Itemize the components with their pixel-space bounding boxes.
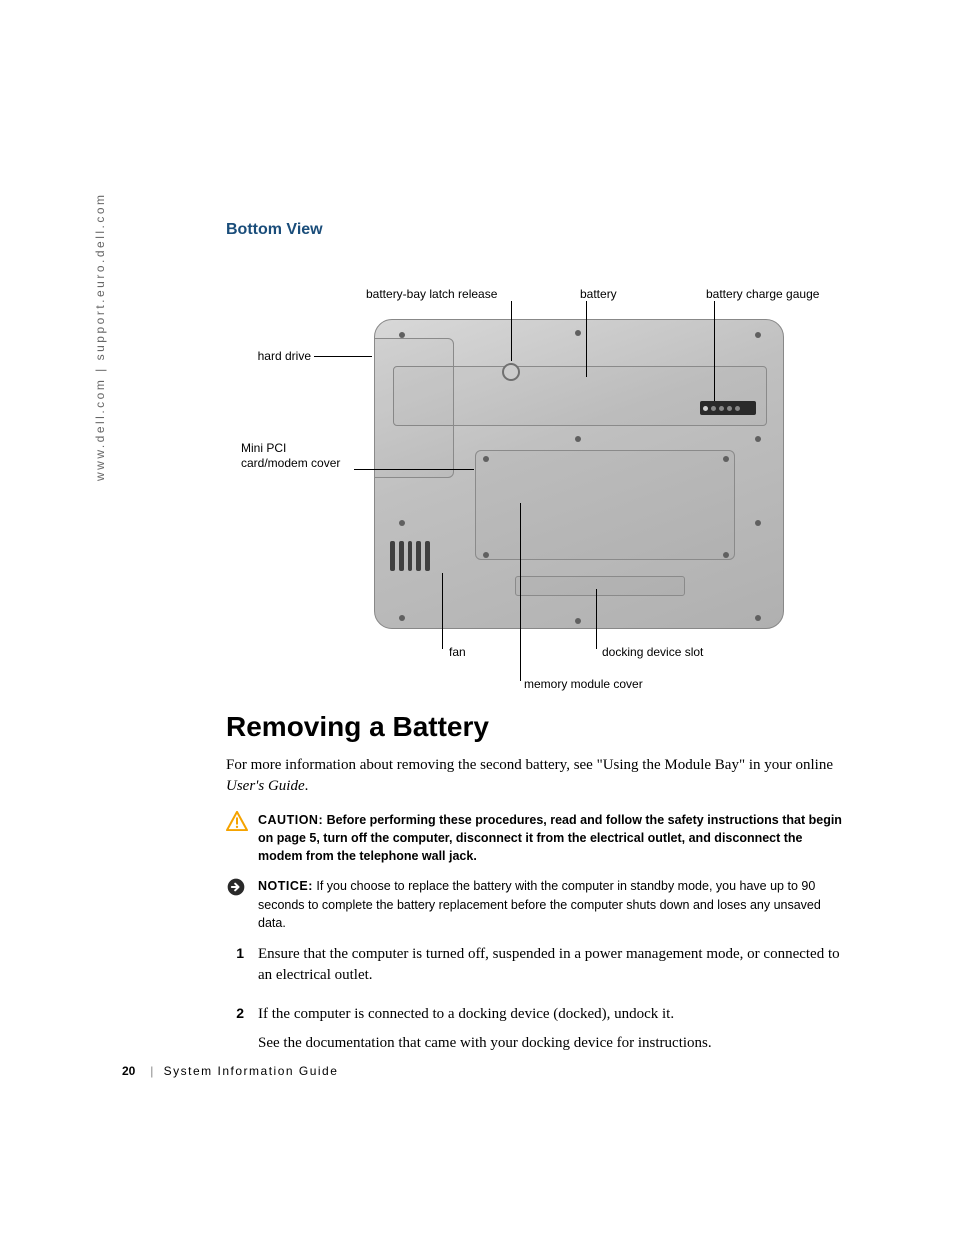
label-memory-module-cover: memory module cover (524, 677, 643, 692)
step-text: If the computer is connected to a dockin… (258, 1004, 846, 1025)
caution-body: Before performing these procedures, read… (258, 813, 842, 863)
screw-icon (399, 332, 405, 338)
step-body: Ensure that the computer is turned off, … (258, 944, 846, 994)
page-content: Bottom View (226, 221, 846, 1072)
charge-gauge-icon (700, 401, 756, 415)
screw-icon (755, 520, 761, 526)
screw-icon (575, 436, 581, 442)
label-docking-device-slot: docking device slot (602, 645, 703, 660)
leader-line (714, 301, 715, 401)
footer-title: System Information Guide (164, 1064, 339, 1078)
step-1: 1 Ensure that the computer is turned off… (226, 944, 846, 994)
leader-line (354, 469, 474, 470)
caution-text: CAUTION: Before performing these procedu… (258, 811, 846, 865)
memory-cover-panel (475, 450, 735, 560)
notice-icon (226, 877, 248, 897)
screw-icon (723, 552, 729, 558)
intro-tail: . (305, 778, 309, 794)
leader-line (511, 301, 512, 361)
label-mini-pci: Mini PCI card/modem cover (241, 441, 351, 471)
fan-grille-icon (390, 541, 430, 571)
notice-callout: NOTICE: If you choose to replace the bat… (226, 877, 846, 931)
section-heading: Bottom View (226, 221, 846, 239)
leader-line (520, 503, 521, 681)
screw-icon (483, 456, 489, 462)
label-battery-bay-latch: battery-bay latch release (366, 287, 497, 302)
bottom-view-diagram: battery-bay latch release battery batter… (226, 253, 846, 693)
leader-line (586, 301, 587, 377)
screw-icon (575, 618, 581, 624)
intro-paragraph: For more information about removing the … (226, 755, 846, 797)
main-heading: Removing a Battery (226, 711, 846, 743)
sidebar-url: www.dell.com | support.euro.dell.com (93, 192, 107, 481)
step-number: 2 (226, 1004, 244, 1062)
step-body: If the computer is connected to a dockin… (258, 1004, 846, 1062)
label-fan: fan (449, 645, 466, 660)
step-text: Ensure that the computer is turned off, … (258, 944, 846, 986)
step-text-2: See the documentation that came with you… (258, 1033, 846, 1054)
page-number: 20 (122, 1064, 135, 1078)
hard-drive-panel (374, 338, 454, 478)
leader-line (442, 573, 443, 649)
step-2: 2 If the computer is connected to a dock… (226, 1004, 846, 1062)
screw-icon (483, 552, 489, 558)
footer-separator: | (150, 1064, 155, 1078)
docking-slot (515, 576, 685, 596)
label-hard-drive: hard drive (241, 349, 311, 364)
page-footer: 20 | System Information Guide (122, 1064, 338, 1078)
screw-icon (399, 615, 405, 621)
screw-icon (755, 436, 761, 442)
screw-icon (723, 456, 729, 462)
screw-icon (755, 332, 761, 338)
notice-text: NOTICE: If you choose to replace the bat… (258, 877, 846, 931)
intro-em: User's Guide (226, 778, 305, 794)
notice-body: If you choose to replace the battery wit… (258, 879, 821, 929)
laptop-bottom-body (374, 319, 784, 629)
label-battery: battery (580, 287, 617, 302)
intro-text: For more information about removing the … (226, 757, 833, 773)
notice-lead: NOTICE: (258, 879, 313, 893)
label-battery-charge-gauge: battery charge gauge (706, 287, 819, 302)
latch-release-icon (502, 363, 520, 381)
leader-line (314, 356, 372, 357)
leader-line (596, 589, 597, 649)
caution-callout: CAUTION: Before performing these procedu… (226, 811, 846, 865)
screw-icon (575, 330, 581, 336)
screw-icon (755, 615, 761, 621)
step-number: 1 (226, 944, 244, 994)
screw-icon (399, 520, 405, 526)
caution-icon (226, 811, 248, 831)
caution-lead: CAUTION: (258, 813, 323, 827)
